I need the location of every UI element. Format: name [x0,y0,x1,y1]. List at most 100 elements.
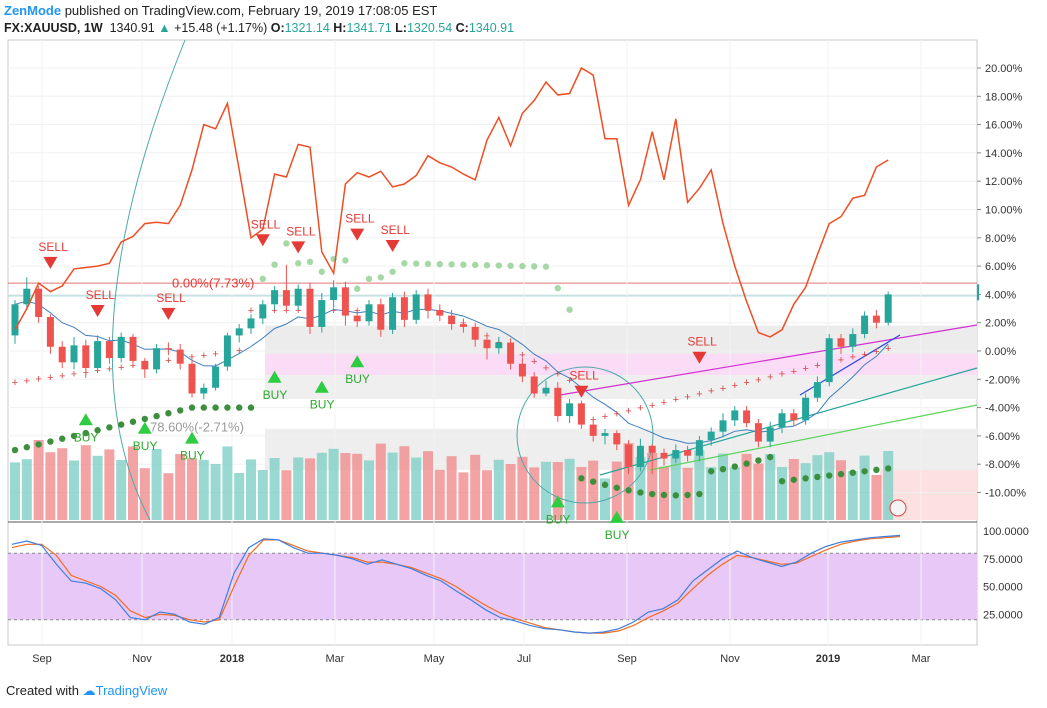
candle-body [660,452,668,459]
cross-mark: + [861,349,867,361]
price-change: +15.48 (+1.17%) [174,21,268,35]
sell-label: SELL [86,288,116,302]
buy-label: BUY [345,372,370,386]
volume-bar [800,463,811,520]
volume-bar [10,462,20,520]
candle-body [94,341,102,368]
candle-body [601,433,609,436]
sar-dot [837,470,845,478]
candle-body [802,397,810,421]
sar-dot [59,435,66,442]
y-tick-label: 0.00% [985,346,1016,358]
candle-body [176,349,184,364]
price-chart[interactable]: + + + + + + + + + + + + + + + + + + + + + + + + + + + + + + + + + + + + + + + +… [0,0,1047,670]
volume-bar [328,448,339,520]
cross-mark: + [118,362,124,374]
cross-mark: + [543,362,549,374]
buy-arrow-icon [350,355,365,368]
candle-body [849,334,857,347]
fib-label: 78.60%(-2.71%) [150,420,244,435]
candle-body [141,360,149,370]
sell-label: SELL [286,224,316,238]
volume-bar [670,453,681,520]
trend-line [649,404,978,471]
sar-dot [236,404,243,411]
sar-dot [566,306,573,313]
candle-body [483,339,491,349]
sar-dot [153,412,160,420]
volume-bar [788,459,799,520]
x-tick-label: Nov [720,653,740,665]
volume-bar [80,445,91,520]
sar-dot [802,475,809,482]
sar-dot [660,491,668,499]
volume-bar [257,470,268,520]
cross-mark: + [24,375,30,387]
candle-body [412,294,420,320]
candle-body [271,290,279,305]
candle-body [436,309,444,316]
sar-dot [118,421,125,428]
candle-body [872,315,880,323]
sar-dot [849,469,856,476]
volume-bar [635,457,646,520]
sell-arrow-icon [385,239,400,252]
cross-mark: + [248,305,254,317]
sar-dot [590,478,597,485]
volume-bar [458,472,469,520]
candle-body [353,315,361,322]
cross-mark: + [189,352,195,364]
high-label: H: [333,21,347,35]
cross-mark: + [708,386,714,398]
arc-curve [111,39,186,521]
volume-bar [139,468,150,520]
osc-tick-label: 100.0000 [983,526,1029,538]
cross-mark: + [566,375,572,387]
volume-bar [564,458,575,520]
cross-mark: + [212,348,218,360]
sar-dot [814,473,821,481]
open-value: 1321.14 [284,21,330,35]
cross-mark: + [602,411,608,423]
candle-body [695,440,703,456]
y-tick-label: 2.00% [985,318,1016,330]
y-tick-label: -4.00% [985,403,1020,415]
sar-dot [23,444,30,451]
sell-arrow-icon [574,385,589,398]
volume-bar [175,454,186,520]
sar-dot [483,262,491,269]
cross-mark: + [755,374,761,386]
sar-dot [342,257,349,264]
sar-dot [826,472,833,479]
buy-arrow-icon [137,421,152,434]
symbol-bar: FX:XAUUSD, 1W 1340.91 ▲ +15.48 (+1.17%) … [4,21,514,35]
circle-drawing [516,366,654,504]
sar-dot [472,261,479,269]
sell-arrow-icon [291,241,306,254]
candle-body [365,304,373,322]
sar-dot [719,465,727,473]
cross-mark: + [614,408,620,420]
osc-tick-label: 25.0000 [983,609,1023,621]
sar-dot [82,429,90,437]
buy-label: BUY [180,449,205,463]
cross-mark: + [330,305,336,317]
cross-mark: + [236,345,242,357]
volume-bar [446,456,457,520]
volume-bar [45,452,56,520]
candle-body [743,410,751,424]
y-tick-label: 10.00% [985,205,1023,217]
footer-created: Created with [6,683,79,698]
cross-mark: + [791,366,797,378]
publish-info: published on TradingView.com, February 1… [64,3,438,18]
volume-bar [57,448,68,520]
volume-bar [883,451,894,520]
sell-label: SELL [381,223,411,237]
footer-brand[interactable]: TradingView [95,683,168,698]
candle-body [837,338,845,347]
candle-body [507,342,515,364]
axis-layer: 20.00% 18.00% 16.00% 14.00% 12.00% 10.00% 8.00… [32,63,1029,665]
volume-bar [505,464,516,520]
candle-body [778,413,786,428]
author-name[interactable]: ZenMode [4,3,62,18]
